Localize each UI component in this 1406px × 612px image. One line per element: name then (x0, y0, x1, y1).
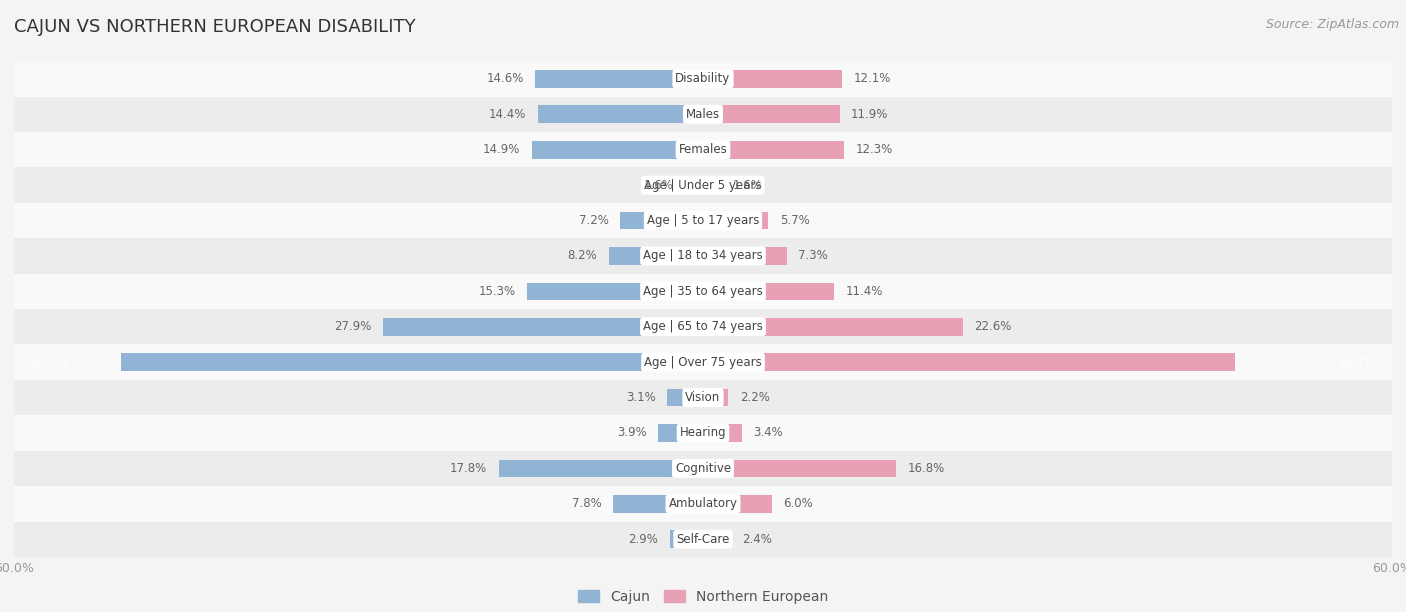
Bar (14, 274, 1392, 309)
Bar (14, 97, 1392, 132)
Text: Vision: Vision (685, 391, 721, 404)
Text: 3.9%: 3.9% (617, 427, 647, 439)
Text: 7.3%: 7.3% (799, 250, 828, 263)
Text: Disability: Disability (675, 72, 731, 86)
Bar (536, 70, 703, 88)
Bar (14, 380, 1392, 416)
Bar (14, 450, 1392, 486)
Bar (14, 345, 1392, 380)
Text: 14.4%: 14.4% (489, 108, 526, 121)
Text: Source: ZipAtlas.com: Source: ZipAtlas.com (1265, 18, 1399, 31)
Bar (14, 486, 1392, 521)
Text: 1.6%: 1.6% (644, 179, 673, 192)
Bar (703, 283, 834, 300)
Bar (14, 168, 1392, 203)
Text: Age | Under 5 years: Age | Under 5 years (644, 179, 762, 192)
Text: 7.8%: 7.8% (572, 498, 602, 510)
Bar (14, 203, 1392, 238)
Bar (703, 460, 896, 477)
Text: 5.7%: 5.7% (780, 214, 810, 227)
Bar (531, 141, 703, 159)
Text: 12.1%: 12.1% (853, 72, 891, 86)
Text: 8.2%: 8.2% (568, 250, 598, 263)
Bar (609, 247, 703, 265)
Text: 46.3%: 46.3% (1337, 356, 1375, 368)
Text: 14.9%: 14.9% (484, 143, 520, 156)
Bar (703, 141, 844, 159)
Text: 50.7%: 50.7% (31, 356, 69, 368)
Bar (703, 389, 728, 406)
Text: 27.9%: 27.9% (333, 320, 371, 334)
Text: 6.0%: 6.0% (783, 498, 813, 510)
Text: 17.8%: 17.8% (450, 462, 486, 475)
Text: Hearing: Hearing (679, 427, 727, 439)
Text: Self-Care: Self-Care (676, 532, 730, 546)
Text: 3.1%: 3.1% (626, 391, 657, 404)
Bar (703, 495, 772, 513)
Text: 2.4%: 2.4% (742, 532, 772, 546)
Bar (703, 353, 1234, 371)
Text: Age | 5 to 17 years: Age | 5 to 17 years (647, 214, 759, 227)
Bar (703, 318, 963, 335)
Bar (14, 416, 1392, 450)
Text: 15.3%: 15.3% (478, 285, 516, 298)
Text: Males: Males (686, 108, 720, 121)
Bar (620, 212, 703, 230)
Text: 11.9%: 11.9% (851, 108, 889, 121)
Bar (14, 61, 1392, 97)
Bar (499, 460, 703, 477)
Text: 2.2%: 2.2% (740, 391, 769, 404)
Bar (14, 238, 1392, 274)
Text: CAJUN VS NORTHERN EUROPEAN DISABILITY: CAJUN VS NORTHERN EUROPEAN DISABILITY (14, 18, 416, 36)
Bar (121, 353, 703, 371)
Text: 2.9%: 2.9% (628, 532, 658, 546)
Bar (703, 247, 787, 265)
Bar (14, 521, 1392, 557)
Text: Age | 18 to 34 years: Age | 18 to 34 years (643, 250, 763, 263)
Text: Ambulatory: Ambulatory (668, 498, 738, 510)
Text: Age | 35 to 64 years: Age | 35 to 64 years (643, 285, 763, 298)
Bar (703, 424, 742, 442)
Text: 14.6%: 14.6% (486, 72, 524, 86)
Text: 22.6%: 22.6% (974, 320, 1011, 334)
Bar (14, 309, 1392, 345)
Bar (703, 70, 842, 88)
Bar (382, 318, 703, 335)
Text: 16.8%: 16.8% (907, 462, 945, 475)
Text: 12.3%: 12.3% (856, 143, 893, 156)
Text: Cognitive: Cognitive (675, 462, 731, 475)
Bar (703, 176, 721, 194)
Bar (527, 283, 703, 300)
Bar (613, 495, 703, 513)
Text: 3.4%: 3.4% (754, 427, 783, 439)
Text: Females: Females (679, 143, 727, 156)
Bar (668, 389, 703, 406)
Bar (14, 132, 1392, 168)
Text: Age | 65 to 74 years: Age | 65 to 74 years (643, 320, 763, 334)
Bar (703, 531, 731, 548)
Bar (703, 105, 839, 123)
Bar (669, 531, 703, 548)
Legend: Cajun, Northern European: Cajun, Northern European (572, 584, 834, 610)
Bar (703, 212, 769, 230)
Text: 1.6%: 1.6% (733, 179, 762, 192)
Bar (658, 424, 703, 442)
Bar (537, 105, 703, 123)
Text: 7.2%: 7.2% (579, 214, 609, 227)
Bar (685, 176, 703, 194)
Text: 11.4%: 11.4% (845, 285, 883, 298)
Text: Age | Over 75 years: Age | Over 75 years (644, 356, 762, 368)
